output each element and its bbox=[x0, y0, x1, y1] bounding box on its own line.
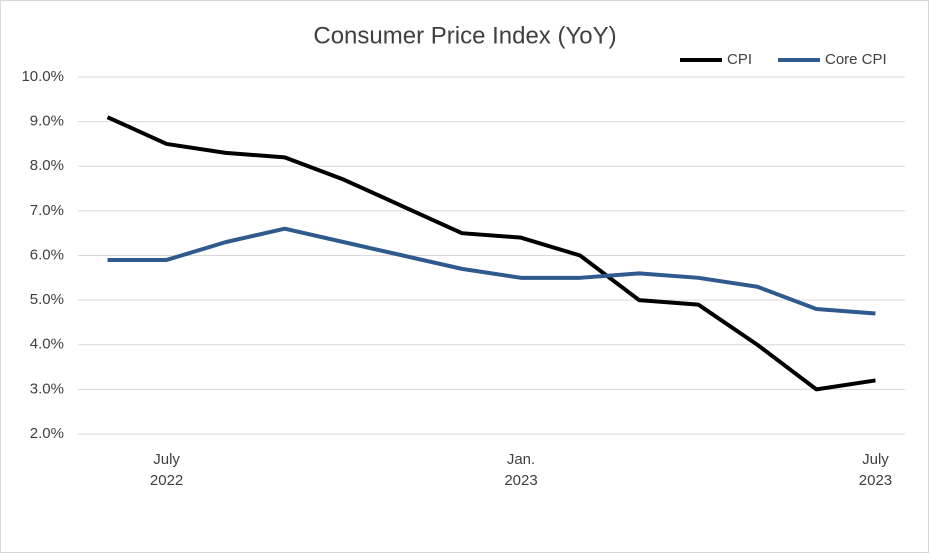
y-tick-label: 10.0% bbox=[21, 68, 64, 85]
x-tick-label: July bbox=[862, 451, 889, 468]
legend-label: CPI bbox=[727, 51, 752, 68]
chart-title: Consumer Price Index (YoY) bbox=[313, 22, 616, 49]
y-tick-label: 9.0% bbox=[30, 113, 64, 130]
x-tick-label: Jan. bbox=[507, 451, 535, 468]
y-tick-label: 6.0% bbox=[30, 246, 64, 263]
line-series bbox=[106, 115, 876, 392]
y-tick-label: 8.0% bbox=[30, 157, 64, 174]
legend-label: Core CPI bbox=[825, 51, 887, 68]
line-series bbox=[107, 226, 876, 316]
y-tick-label: 2.0% bbox=[30, 425, 64, 442]
x-tick-label: 2023 bbox=[859, 472, 892, 489]
x-tick-label: July bbox=[153, 451, 180, 468]
y-tick-label: 4.0% bbox=[30, 336, 64, 353]
y-tick-label: 3.0% bbox=[30, 380, 64, 397]
y-tick-label: 7.0% bbox=[30, 202, 64, 219]
x-tick-label: 2022 bbox=[150, 472, 183, 489]
x-tick-label: 2023 bbox=[504, 472, 537, 489]
y-tick-label: 5.0% bbox=[30, 291, 64, 308]
